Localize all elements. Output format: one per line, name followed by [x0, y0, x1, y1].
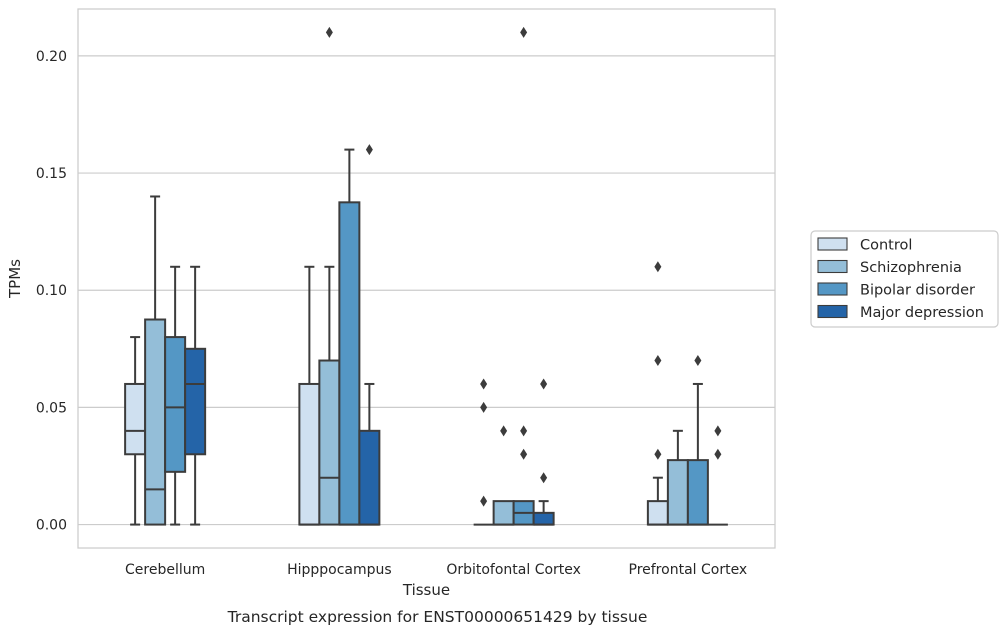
x-axis-title: Tissue	[402, 581, 450, 599]
box	[298, 382, 321, 526]
outlier-marker	[480, 401, 488, 413]
plot-boxes	[124, 26, 728, 526]
box-group	[707, 425, 728, 526]
box	[532, 511, 555, 526]
outlier-marker	[500, 425, 508, 437]
legend-swatch	[817, 237, 848, 251]
y-axis-title: TPMs	[6, 259, 24, 299]
outlier-marker	[694, 355, 702, 367]
legend-label: Schizophrenia	[860, 260, 962, 276]
outlier-marker	[520, 26, 528, 38]
outlier-marker	[654, 355, 662, 367]
legend-label: Control	[860, 238, 912, 254]
box-group	[318, 26, 341, 526]
y-tick-label: 0.10	[36, 283, 67, 299]
y-axis-ticks: 0.00 0.05 0.10 0.15 0.20	[36, 49, 67, 534]
legend-label: Major depression	[860, 305, 984, 321]
box-group	[298, 265, 321, 526]
outlier-marker	[654, 448, 662, 460]
outlier-marker	[520, 425, 528, 437]
box-group	[532, 378, 555, 526]
outlier-marker	[325, 26, 333, 38]
outlier-marker	[540, 378, 548, 390]
legend-swatch	[817, 304, 848, 319]
outlier-marker	[540, 472, 548, 484]
outlier-marker	[365, 144, 373, 156]
box	[184, 347, 207, 456]
box	[318, 359, 341, 526]
y-tick-label: 0.15	[36, 166, 67, 182]
box	[164, 336, 187, 473]
box-group	[666, 429, 689, 526]
box-group	[144, 195, 167, 526]
box-group	[473, 378, 494, 526]
box	[492, 500, 515, 526]
outlier-marker	[480, 495, 488, 507]
outlier-marker	[654, 261, 662, 273]
y-tick-label: 0.00	[36, 518, 67, 534]
box	[646, 500, 669, 526]
box	[686, 459, 709, 526]
legend-swatch	[817, 259, 848, 274]
box	[144, 318, 167, 526]
legend-frame	[810, 230, 999, 328]
outlier-marker	[714, 425, 722, 437]
box-group	[184, 265, 207, 526]
box-group	[358, 144, 381, 526]
x-tick-label: Orbitofontal Cortex	[446, 562, 581, 578]
outlier-marker	[520, 448, 528, 460]
box-group	[164, 265, 187, 526]
legend-label: Bipolar disorder	[860, 283, 975, 299]
legend: Control Schizophrenia Bipolar disorder Majo…	[810, 230, 999, 328]
box-group	[124, 336, 147, 526]
legend-swatch	[817, 282, 848, 296]
outlier-marker	[714, 448, 722, 460]
x-tick-label: Prefrontal Cortex	[629, 562, 748, 578]
x-axis-ticks: Cerebellum Hipppocampus Orbitofontal Corte…	[125, 562, 747, 578]
box-group	[338, 148, 361, 526]
box-group	[646, 261, 669, 526]
x-tick-label: Cerebellum	[125, 562, 205, 578]
box-group	[686, 355, 709, 526]
y-tick-label: 0.05	[36, 400, 67, 416]
box-group	[492, 425, 515, 526]
box	[358, 429, 381, 526]
plot-frame	[77, 8, 776, 549]
chart-caption: Transcript expression for ENST0000065142…	[227, 608, 648, 626]
box	[338, 201, 361, 526]
outlier-marker	[480, 378, 488, 390]
box	[124, 382, 147, 456]
box-group	[512, 26, 535, 526]
x-tick-label: Hipppocampus	[287, 562, 392, 578]
box	[666, 459, 689, 526]
y-tick-label: 0.20	[36, 49, 67, 65]
